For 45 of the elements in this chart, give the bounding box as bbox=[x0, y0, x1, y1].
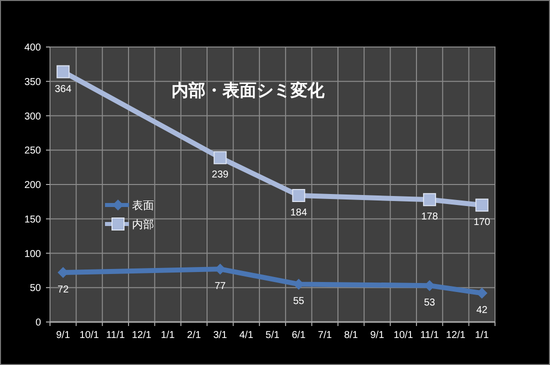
data-label: 239 bbox=[212, 170, 229, 181]
y-tick-label: 300 bbox=[24, 111, 42, 122]
data-label: 55 bbox=[293, 296, 305, 308]
x-tick-label: 6/1 bbox=[292, 330, 306, 341]
y-tick-label: 400 bbox=[24, 42, 42, 54]
point bbox=[56, 65, 70, 78]
y-tick-label: 350 bbox=[24, 76, 42, 88]
y-tick-label: 150 bbox=[24, 214, 42, 226]
x-tick-label: 10/1 bbox=[394, 330, 414, 341]
x-tick-label: 5/1 bbox=[266, 330, 280, 341]
data-label: 178 bbox=[421, 212, 438, 223]
data-label: 42 bbox=[476, 305, 488, 316]
legend-label: 内部 bbox=[132, 218, 154, 231]
y-tick-label: 50 bbox=[30, 283, 42, 294]
x-tick-label: 10/1 bbox=[80, 330, 100, 341]
point bbox=[292, 189, 306, 202]
legend-label: 表面 bbox=[132, 199, 154, 212]
data-label: 72 bbox=[58, 284, 70, 296]
data-label: 184 bbox=[290, 208, 308, 218]
point bbox=[475, 198, 488, 212]
y-tick-label: 100 bbox=[24, 248, 42, 260]
x-tick-label: 8/1 bbox=[344, 330, 358, 341]
x-tick-label: 1/1 bbox=[474, 330, 490, 341]
data-label: 53 bbox=[424, 298, 436, 309]
y-tick-label: 250 bbox=[24, 146, 42, 157]
text: 内部・表面シミ変化 bbox=[172, 81, 326, 100]
x-tick-label: 7/1 bbox=[318, 330, 332, 341]
x-tick-label: 12/1 bbox=[446, 330, 466, 341]
x-tick-label: 1/1 bbox=[160, 330, 176, 341]
y-tick-label: 0 bbox=[35, 318, 42, 328]
x-tick-label: 4/1 bbox=[239, 330, 254, 341]
data-label: 170 bbox=[474, 217, 491, 228]
x-tick-label: 3/1 bbox=[213, 330, 228, 341]
x-tick-label: 2/1 bbox=[187, 330, 202, 341]
data-label: 77 bbox=[214, 281, 226, 292]
x-tick-label: 11/1 bbox=[420, 330, 440, 341]
data-label: 364 bbox=[54, 84, 72, 95]
point bbox=[214, 151, 227, 164]
表面: 72 77 55 53 42 bbox=[58, 264, 488, 316]
x-tick-label: 9/1 bbox=[370, 330, 385, 341]
point bbox=[423, 193, 436, 206]
y-tick-label: 200 bbox=[24, 180, 42, 191]
x-tick-label: 9/1 bbox=[56, 330, 70, 341]
x-tick-label: 12/1 bbox=[132, 330, 152, 341]
x-tick-label: 11/1 bbox=[106, 330, 126, 341]
